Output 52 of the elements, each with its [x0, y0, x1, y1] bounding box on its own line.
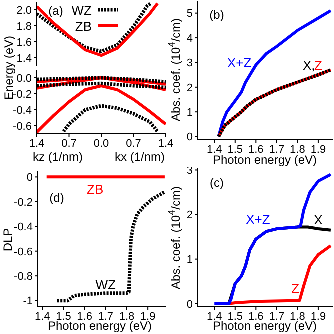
annotation: (c) — [210, 176, 224, 190]
y-tick-label: 0 — [186, 298, 193, 311]
series-label: WZ — [96, 277, 116, 292]
y-tick-label: 3 — [186, 58, 193, 70]
series-label: ZB — [87, 182, 104, 198]
x-tick-label: 0.0 — [94, 138, 110, 150]
x-tick-label: 0.7 — [126, 138, 142, 150]
y-tick-label: 4 — [186, 32, 193, 45]
x-tick-label: 1.8 — [290, 144, 306, 156]
y-tick-label: 1 — [186, 254, 193, 266]
y-tick-label: 2 — [186, 210, 193, 222]
x-tick-label: 1.4 — [34, 310, 50, 323]
y-tick-label: 0 — [26, 172, 33, 184]
x-tick-label: 1.4 — [158, 138, 174, 150]
y-tick-label: 0.0 — [16, 72, 32, 85]
x-axis-title: Photon energy (eV) — [212, 153, 318, 167]
y-tick-label: -1 — [23, 296, 33, 308]
y-tick-label: 0 — [186, 132, 193, 144]
series-label: Z — [314, 58, 322, 73]
series-label: X — [314, 212, 324, 228]
y-tick-label: -0.6 — [14, 246, 33, 258]
y-tick-label: -0.4 — [13, 104, 32, 117]
y-tick-label: 1 — [186, 107, 193, 120]
text: kx (1/nm) — [114, 150, 166, 164]
series-label: Z — [292, 280, 300, 296]
series-label: X+Z — [246, 212, 270, 227]
text: kz (1/nm) — [32, 150, 84, 164]
legend-label: ZB — [74, 18, 92, 34]
y-tick-label: -0.4 — [14, 222, 33, 234]
y-tick-label: -0.6 — [13, 120, 32, 133]
x-tick-label: 1.9 — [310, 144, 326, 156]
series-label: X+Z — [227, 55, 252, 70]
legend-label: WZ — [70, 2, 92, 18]
x-tick-label: 1.7 — [269, 144, 285, 156]
annotation: (b) — [210, 8, 224, 22]
y-tick-label: 2.0 — [16, 4, 32, 17]
y-tick-label: 2 — [186, 82, 193, 94]
y-tick-label: 5 — [186, 8, 193, 20]
x-tick-label: 1.5 — [228, 144, 244, 156]
x-tick-label: 1.4 — [206, 144, 222, 156]
y-tick-label: -0.2 — [14, 196, 33, 209]
annotation: (d) — [50, 191, 64, 205]
annotation: (a) — [48, 4, 64, 18]
y-tick-label: 1.4 — [16, 52, 32, 65]
y-axis-title: DLP — [1, 228, 15, 252]
series-label: X, — [302, 58, 316, 73]
y-tick-label: -0.8 — [14, 270, 33, 283]
y-tick-label: -0.2 — [13, 88, 32, 101]
x-tick-label: 0.7 — [62, 138, 77, 150]
x-tick-label: 1.6 — [248, 144, 264, 156]
y-tick-label: 1.6 — [16, 36, 32, 49]
y-tick-label: 1.8 — [16, 20, 32, 33]
